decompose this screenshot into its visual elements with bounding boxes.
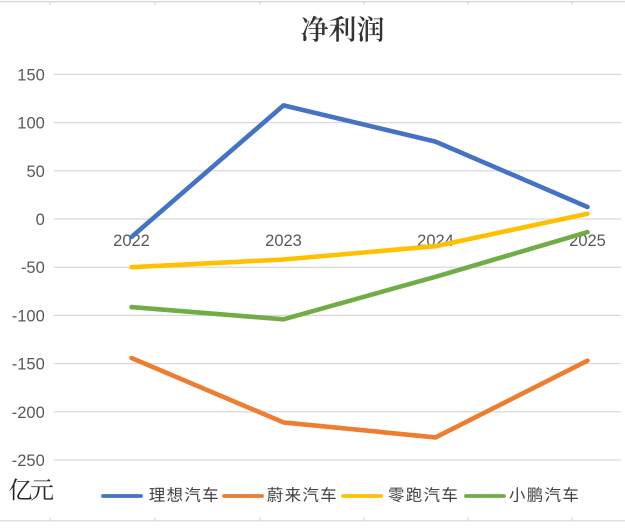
svg-text:2023: 2023 bbox=[265, 232, 302, 250]
svg-text:-100: -100 bbox=[12, 307, 45, 325]
svg-text:100: 100 bbox=[17, 115, 45, 133]
svg-text:-150: -150 bbox=[12, 356, 45, 374]
svg-text:50: 50 bbox=[26, 163, 44, 181]
svg-text:-50: -50 bbox=[21, 259, 45, 277]
svg-text:-200: -200 bbox=[12, 404, 45, 422]
svg-text:-250: -250 bbox=[12, 452, 45, 470]
svg-text:150: 150 bbox=[17, 66, 45, 84]
svg-text:2022: 2022 bbox=[113, 232, 150, 250]
svg-text:0: 0 bbox=[36, 211, 45, 229]
